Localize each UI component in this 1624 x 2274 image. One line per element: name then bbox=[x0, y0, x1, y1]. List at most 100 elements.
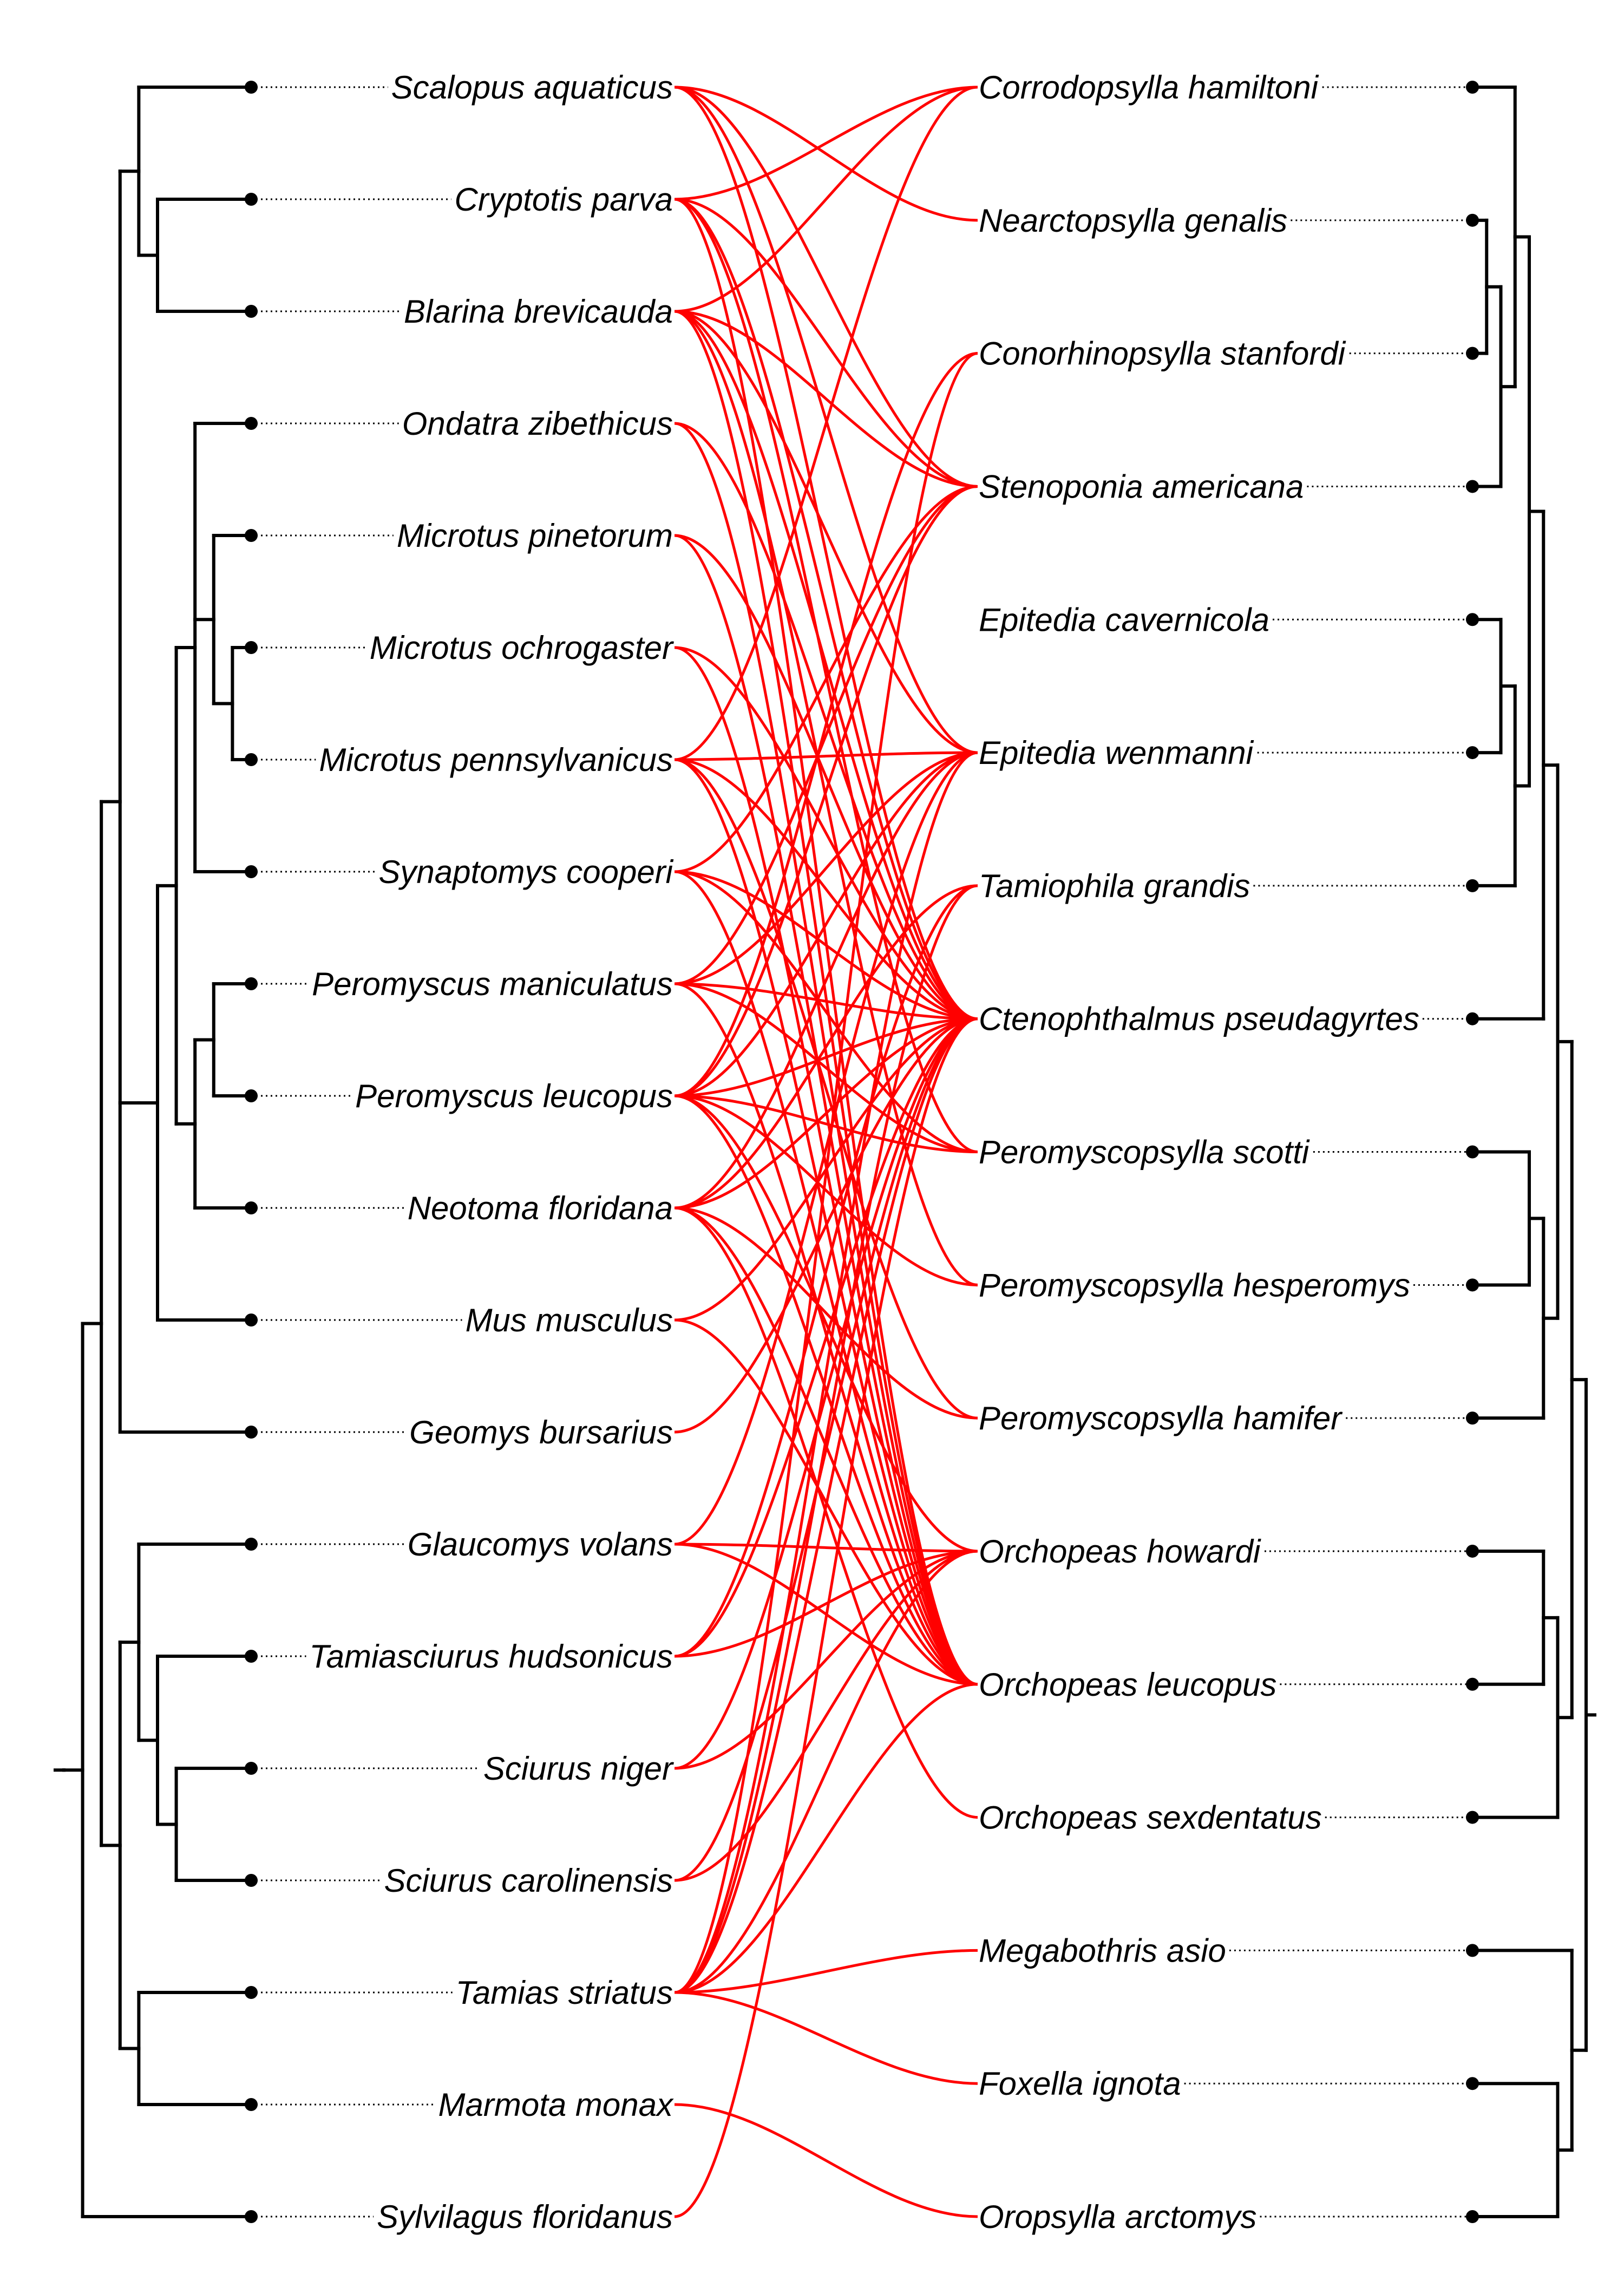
host-label-microtus-ochrogaster: Microtus ochrogaster bbox=[370, 630, 674, 666]
link-microtus-pennsylvanicus-to-ctenophthalmus-pseudagyrtes bbox=[674, 758, 978, 1021]
link-neotoma-floridana-to-tamiophila-grandis bbox=[674, 884, 978, 1210]
host-tip-marmota-monax bbox=[245, 2098, 258, 2111]
link-synaptomys-cooperi-to-stenoponia-americana bbox=[674, 485, 978, 873]
host-label-glaucomys-volans: Glaucomys volans bbox=[408, 1526, 673, 1563]
parasite-label-tamiophila-grandis: Tamiophila grandis bbox=[979, 868, 1250, 904]
host-tip-glaucomys-volans bbox=[245, 1538, 258, 1551]
parasite-label-nearctopsylla-genalis: Nearctopsylla genalis bbox=[979, 202, 1287, 239]
link-cryptotis-parva-to-corrodopsylla-hamiltoni bbox=[674, 86, 978, 201]
link-blarina-brevicauda-to-orchopeas-leucopus bbox=[674, 310, 978, 1686]
link-sciurus-niger-to-orchopeas-howardi bbox=[674, 1550, 978, 1770]
link-microtus-pinetorum-to-orchopeas-leucopus bbox=[674, 534, 978, 1686]
parasite-label-foxella-ignota: Foxella ignota bbox=[979, 2066, 1181, 2102]
host-label-marmota-monax: Marmota monax bbox=[438, 2087, 674, 2123]
host-label-microtus-pennsylvanicus: Microtus pennsylvanicus bbox=[319, 742, 673, 778]
link-sciurus-carolinensis-to-ctenophthalmus-pseudagyrtes bbox=[674, 1017, 978, 1882]
host-label-blarina-brevicauda: Blarina brevicauda bbox=[404, 293, 673, 330]
host-tip-microtus-pinetorum bbox=[245, 529, 258, 542]
parasite-tip-peromyscopsylla-scotti bbox=[1466, 1145, 1479, 1159]
parasite-label-epitedia-wenmanni: Epitedia wenmanni bbox=[979, 735, 1254, 771]
link-geomys-bursarius-to-ctenophthalmus-pseudagyrtes bbox=[674, 1017, 978, 1434]
link-neotoma-floridana-to-epitedia-wenmanni bbox=[674, 751, 978, 1210]
host-tip-tamiasciurus-hudsonicus bbox=[245, 1650, 258, 1663]
link-microtus-pennsylvanicus-to-corrodopsylla-hamiltoni bbox=[674, 86, 978, 761]
parasite-tip-epitedia-wenmanni bbox=[1466, 746, 1479, 760]
link-synaptomys-cooperi-to-ctenophthalmus-pseudagyrtes bbox=[674, 870, 978, 1021]
parasite-tip-orchopeas-howardi bbox=[1466, 1544, 1479, 1558]
link-tamias-striatus-to-tamiophila-grandis bbox=[674, 884, 978, 1994]
host-label-sylvilagus-floridanus: Sylvilagus floridanus bbox=[377, 2199, 673, 2235]
host-tip-microtus-pennsylvanicus bbox=[245, 753, 258, 766]
parasite-tip-foxella-ignota bbox=[1466, 2077, 1479, 2090]
host-tip-tamias-striatus bbox=[245, 1986, 258, 1999]
link-glaucomys-volans-to-epitedia-wenmanni bbox=[674, 751, 978, 1546]
parasite-label-peromyscopsylla-hesperomys: Peromyscopsylla hesperomys bbox=[979, 1267, 1410, 1303]
host-tip-blarina-brevicauda bbox=[245, 305, 258, 318]
link-blarina-brevicauda-to-stenoponia-americana bbox=[674, 310, 978, 488]
parasite-label-orchopeas-leucopus: Orchopeas leucopus bbox=[979, 1667, 1276, 1703]
parasite-tip-peromyscopsylla-hesperomys bbox=[1466, 1278, 1479, 1292]
link-synaptomys-cooperi-to-peromyscopsylla-scotti bbox=[674, 870, 978, 1153]
parasite-label-peromyscopsylla-hamifer: Peromyscopsylla hamifer bbox=[979, 1400, 1343, 1436]
link-peromyscus-maniculatus-to-epitedia-wenmanni bbox=[674, 751, 978, 985]
host-label-tamias-striatus: Tamias striatus bbox=[456, 1975, 673, 2011]
host-tip-peromyscus-leucopus bbox=[245, 1089, 258, 1102]
link-peromyscus-leucopus-to-conorhinopsylla-stanfordi bbox=[674, 352, 978, 1097]
parasite-tip-megabothris-asio bbox=[1466, 1944, 1479, 1957]
link-peromyscus-leucopus-to-ctenophthalmus-pseudagyrtes bbox=[674, 1017, 978, 1097]
host-tip-sciurus-carolinensis bbox=[245, 1874, 258, 1887]
host-label-synaptomys-cooperi: Synaptomys cooperi bbox=[378, 854, 673, 890]
host-label-peromyscus-maniculatus: Peromyscus maniculatus bbox=[312, 966, 673, 1002]
host-tip-peromyscus-maniculatus bbox=[245, 977, 258, 990]
link-blarina-brevicauda-to-epitedia-wenmanni bbox=[674, 310, 978, 754]
link-peromyscus-maniculatus-to-ctenophthalmus-pseudagyrtes bbox=[674, 982, 978, 1021]
host-label-geomys-bursarius: Geomys bursarius bbox=[409, 1414, 673, 1450]
link-peromyscus-maniculatus-to-peromyscopsylla-scotti bbox=[674, 982, 978, 1153]
link-blarina-brevicauda-to-corrodopsylla-hamiltoni bbox=[674, 86, 978, 313]
parasite-tip-stenoponia-americana bbox=[1466, 480, 1479, 493]
host-label-microtus-pinetorum: Microtus pinetorum bbox=[397, 518, 673, 554]
parasite-label-megabothris-asio: Megabothris asio bbox=[979, 1932, 1226, 1969]
link-tamias-striatus-to-orchopeas-howardi bbox=[674, 1550, 978, 1994]
host-label-cryptotis-parva: Cryptotis parva bbox=[455, 181, 673, 218]
host-label-peromyscus-leucopus: Peromyscus leucopus bbox=[355, 1078, 673, 1114]
host-tip-ondatra-zibethicus bbox=[245, 417, 258, 430]
parasite-label-corrodopsylla-hamiltoni: Corrodopsylla hamiltoni bbox=[979, 69, 1319, 106]
parasite-label-conorhinopsylla-stanfordi: Conorhinopsylla stanfordi bbox=[979, 336, 1346, 372]
link-tamias-striatus-to-epitedia-wenmanni bbox=[674, 751, 978, 1994]
link-peromyscus-leucopus-to-peromyscopsylla-hesperomys bbox=[674, 1094, 978, 1286]
host-label-neotoma-floridana: Neotoma floridana bbox=[408, 1190, 673, 1226]
parasite-tip-conorhinopsylla-stanfordi bbox=[1466, 347, 1479, 360]
link-tamiasciurus-hudsonicus-to-orchopeas-howardi bbox=[674, 1550, 978, 1658]
parasite-tip-ctenophthalmus-pseudagyrtes bbox=[1466, 1012, 1479, 1025]
link-sciurus-carolinensis-to-orchopeas-howardi bbox=[674, 1550, 978, 1882]
host-label-ondatra-zibethicus: Ondatra zibethicus bbox=[402, 406, 673, 442]
link-cryptotis-parva-to-orchopeas-leucopus bbox=[674, 198, 978, 1686]
host-label-sciurus-niger: Sciurus niger bbox=[483, 1750, 674, 1787]
host-tip-synaptomys-cooperi bbox=[245, 865, 258, 878]
link-marmota-monax-to-oropsylla-arctomys bbox=[674, 2103, 978, 2218]
link-cryptotis-parva-to-ctenophthalmus-pseudagyrtes bbox=[674, 198, 978, 1021]
link-microtus-pennsylvanicus-to-epitedia-wenmanni bbox=[674, 751, 978, 761]
host-tip-geomys-bursarius bbox=[245, 1426, 258, 1439]
host-label-scalopus-aquaticus: Scalopus aquaticus bbox=[391, 69, 673, 106]
link-scalopus-aquaticus-to-nearctopsylla-genalis bbox=[674, 86, 978, 222]
link-blarina-brevicauda-to-peromyscopsylla-hesperomys bbox=[674, 310, 978, 1286]
parasite-label-ctenophthalmus-pseudagyrtes: Ctenophthalmus pseudagyrtes bbox=[979, 1001, 1419, 1037]
link-microtus-pennsylvanicus-to-orchopeas-leucopus bbox=[674, 758, 978, 1686]
host-tip-scalopus-aquaticus bbox=[245, 81, 258, 94]
link-blarina-brevicauda-to-ctenophthalmus-pseudagyrtes bbox=[674, 310, 978, 1021]
host-label-tamiasciurus-hudsonicus: Tamiasciurus hudsonicus bbox=[310, 1638, 673, 1675]
parasite-tip-oropsylla-arctomys bbox=[1466, 2210, 1479, 2223]
link-scalopus-aquaticus-to-ctenophthalmus-pseudagyrtes bbox=[674, 86, 978, 1021]
host-labels: Scalopus aquaticus Cryptotis parva Blarina… bbox=[245, 69, 674, 2235]
link-microtus-pinetorum-to-ctenophthalmus-pseudagyrtes bbox=[674, 534, 978, 1021]
link-peromyscus-maniculatus-to-stenoponia-americana bbox=[674, 485, 978, 985]
link-sylvilagus-floridanus-to-ctenophthalmus-pseudagyrtes bbox=[674, 1017, 978, 2218]
parasite-label-stenoponia-americana: Stenoponia americana bbox=[979, 468, 1304, 505]
host-tip-sciurus-niger bbox=[245, 1762, 258, 1775]
host-tip-microtus-ochrogaster bbox=[245, 641, 258, 654]
link-tamiasciurus-hudsonicus-to-ctenophthalmus-pseudagyrtes bbox=[674, 1017, 978, 1658]
